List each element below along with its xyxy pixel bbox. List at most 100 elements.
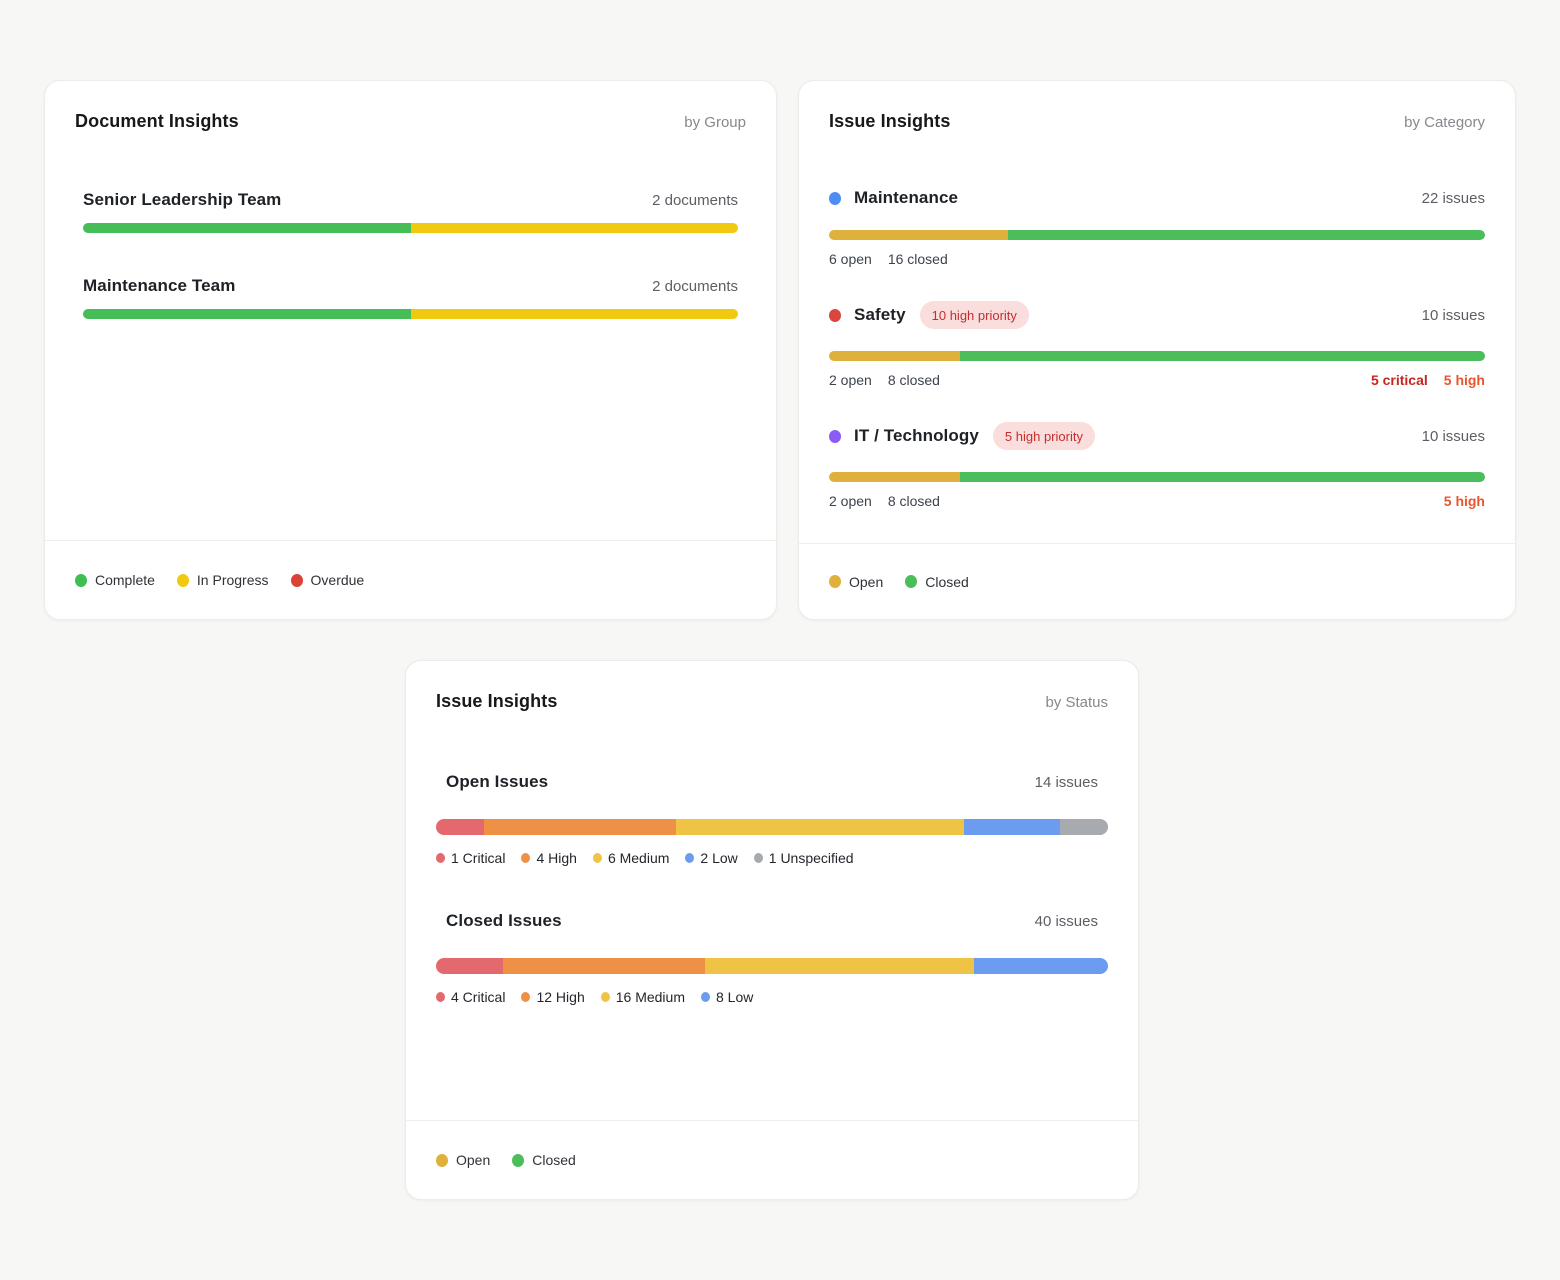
card-subtitle-by-status: by Status <box>1045 694 1108 711</box>
legend-item-in-progress: In Progress <box>176 572 269 588</box>
bar-segment-16-medium <box>704 958 974 974</box>
severity-legend-item-12-high: 12 High <box>521 989 585 1005</box>
status-section-header: Closed Issues 40 issues <box>436 911 1108 931</box>
category-row-header: IT / Technology 5 high priority 10 issues <box>829 422 1485 450</box>
severity-label: 16 Medium <box>615 989 685 1005</box>
severity-label: 1 Unspecified <box>768 850 854 866</box>
legend-item-closed: Closed <box>512 1152 576 1168</box>
bar-segment-4-high <box>483 819 676 835</box>
issue-count: 14 issues <box>1034 773 1098 791</box>
stacked-bar <box>83 309 738 319</box>
issue-count: 10 issues <box>1421 427 1485 445</box>
group-name: Maintenance Team <box>83 276 236 295</box>
card-header: Document Insights by Group <box>45 81 776 132</box>
bar-segment-12-high <box>503 958 705 974</box>
bar-segment-closed <box>1008 230 1485 240</box>
high-priority-badge: 10 high priority <box>919 301 1029 329</box>
stat-open: 2 open <box>829 372 872 388</box>
legend-label: Closed <box>925 573 969 590</box>
status-section-closed-issues: Closed Issues 40 issues 4 Critical 12 High 1… <box>436 911 1108 1005</box>
group-name: Senior Leadership Team <box>83 190 282 209</box>
bar-segment-complete <box>83 223 411 233</box>
severity-dot-icon <box>753 853 763 863</box>
legend-item-complete: Complete <box>75 572 155 588</box>
severity-legend-item-1-critical: 1 Critical <box>436 850 505 866</box>
bar-segment-8-low <box>973 958 1108 974</box>
bar-segment-in-progress <box>410 223 738 233</box>
category-row: IT / Technology 5 high priority 10 issues 2… <box>829 422 1485 509</box>
severity-dot-icon <box>592 853 602 863</box>
document-count: 2 documents <box>652 277 738 295</box>
severity-label: 6 Medium <box>607 850 670 866</box>
document-insights-card: Document Insights by Group Senior Leader… <box>44 80 777 620</box>
legend-item-open: Open <box>829 574 883 590</box>
card-header: Issue Insights by Category <box>799 81 1515 132</box>
severity-label: 8 Low <box>716 989 754 1005</box>
severity-legend-item-4-high: 4 High <box>521 850 577 866</box>
legend-dot-icon <box>905 575 918 588</box>
card-subtitle-by-category: by Category <box>1404 114 1485 131</box>
open-closed-legend: Open Closed <box>799 543 1515 619</box>
legend-label: Open <box>456 1152 491 1168</box>
category-name: Maintenance <box>854 188 959 207</box>
stat-closed: 16 closed <box>887 251 948 267</box>
category-row-stats: 2 open 8 closed 5 high <box>829 493 1485 509</box>
bar-segment-2-low <box>963 819 1060 835</box>
severity-legend-item-6-medium: 6 Medium <box>592 850 670 866</box>
legend-item-closed: Closed <box>905 574 969 590</box>
card-title: Issue Insights <box>829 111 951 131</box>
category-rows: Maintenance 22 issues 6 open 16 closed Safet… <box>799 132 1515 543</box>
severity-dot-icon <box>436 853 445 863</box>
category-dot-icon <box>829 191 841 205</box>
document-count: 2 documents <box>652 191 738 209</box>
severity-label: 1 Critical <box>451 850 506 866</box>
issue-insights-status-card: Issue Insights by Status Open Issues 14 i… <box>405 660 1139 1200</box>
bar-segment-closed <box>960 472 1485 482</box>
severity-dot-icon <box>521 853 531 863</box>
bar-segment-closed <box>960 351 1485 361</box>
status-section-header: Open Issues 14 issues <box>436 772 1108 792</box>
severity-legend: 4 Critical 12 High 16 Medium 8 Low <box>436 989 1108 1005</box>
severity-label: 12 High <box>536 989 585 1005</box>
legend-dot-icon <box>290 573 303 587</box>
document-rows: Senior Leadership Team 2 documents Mainten… <box>45 132 776 540</box>
severity-dot-icon <box>521 992 531 1002</box>
bar-segment-1-critical <box>436 819 484 835</box>
legend-label: Complete <box>95 572 155 588</box>
legend-dot-icon <box>176 573 189 587</box>
group-row: Senior Leadership Team 2 documents <box>83 190 738 233</box>
severity-legend-item-1-unspecified: 1 Unspecified <box>753 850 854 866</box>
category-row: Safety 10 high priority 10 issues 2 open 8 c… <box>829 301 1485 388</box>
severity-legend-item-8-low: 8 Low <box>701 989 753 1005</box>
legend-label: Open <box>849 573 884 590</box>
severity-label: 4 High <box>536 850 577 866</box>
bar-segment-open <box>829 230 1009 240</box>
severity-label: 2 Low <box>700 850 738 866</box>
bar-segment-in-progress <box>410 309 738 319</box>
card-title: Document Insights <box>75 111 239 131</box>
legend-dot-icon <box>512 1153 525 1167</box>
legend-label: Closed <box>532 1152 576 1168</box>
legend-dot-icon <box>75 573 87 587</box>
bar-segment-6-medium <box>675 819 964 835</box>
stat-5-high: 5 high <box>1443 372 1485 388</box>
stat-open: 2 open <box>829 493 872 509</box>
issue-count: 10 issues <box>1421 306 1485 324</box>
severity-dot-icon <box>685 853 695 863</box>
severity-dot-icon <box>701 992 710 1002</box>
legend-dot-icon <box>436 1153 448 1167</box>
bar-segment-open <box>829 351 961 361</box>
category-dot-icon <box>829 429 841 443</box>
bar-segment-open <box>829 472 961 482</box>
legend-item-open: Open <box>436 1152 490 1168</box>
status-sections: Open Issues 14 issues 1 Critical 4 High 6 Me… <box>406 712 1138 1120</box>
group-row-header: Senior Leadership Team 2 documents <box>83 190 738 210</box>
severity-dot-icon <box>436 992 445 1002</box>
issue-count: 22 issues <box>1421 189 1485 207</box>
category-row-stats: 2 open 8 closed 5 critical 5 high <box>829 372 1485 388</box>
category-dot-icon <box>829 308 841 322</box>
severity-dot-icon <box>600 992 610 1002</box>
issue-count: 40 issues <box>1034 912 1098 930</box>
stacked-bar <box>829 472 1485 482</box>
category-row-header: Safety 10 high priority 10 issues <box>829 301 1485 329</box>
